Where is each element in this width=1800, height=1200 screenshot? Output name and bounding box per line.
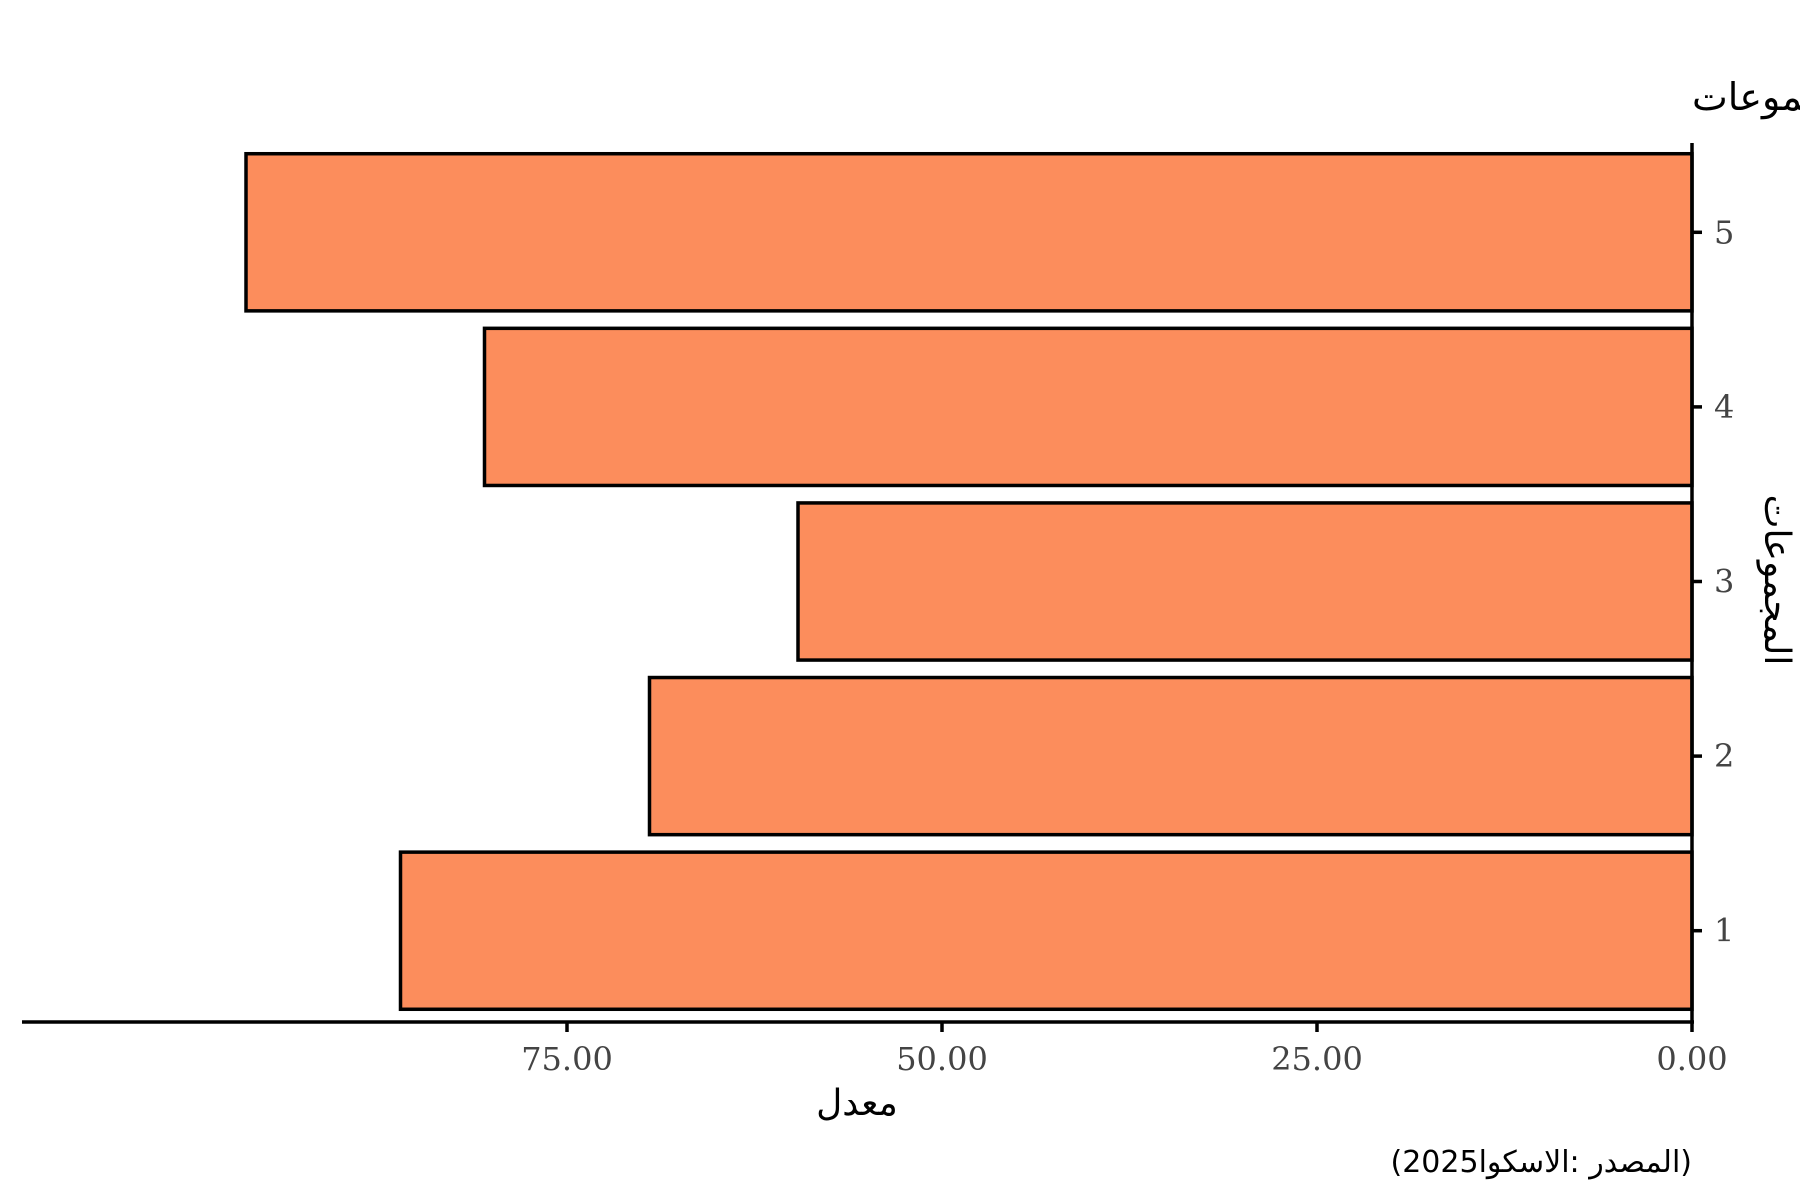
source-caption: (2025المصدر :الاسكوا) [1391,1145,1692,1180]
y-tick-label-1: 1 [1714,912,1734,950]
x-axis-ticks: 0.00 25.00 50.00 75.00 [521,1022,1728,1078]
y-tick-label-4: 4 [1714,388,1734,426]
bar-group-3 [796,501,1694,662]
bar-group-1 [398,850,1694,1012]
y-tick-label-2: 2 [1714,737,1734,775]
x-axis-title: معدل [816,1083,898,1124]
bar-group-5 [244,151,1694,313]
y-tick-label-3: 3 [1714,563,1734,601]
bars-group [244,151,1694,1012]
y-axis-ticks: 1 2 3 4 5 [1692,213,1734,950]
y-tick-label-5: 5 [1714,213,1734,251]
y-axis-title: المجموعات [1756,495,1797,666]
x-tick-label-3: 75.00 [521,1040,613,1078]
x-tick-label-0: 0.00 [1656,1040,1727,1078]
chart-title: عن طريق المجموعات [1692,75,1800,120]
bar-group-2 [647,675,1694,837]
x-tick-label-1: 25.00 [1271,1040,1363,1078]
bar-group-4 [482,326,1694,488]
x-tick-label-2: 50.00 [896,1040,988,1078]
